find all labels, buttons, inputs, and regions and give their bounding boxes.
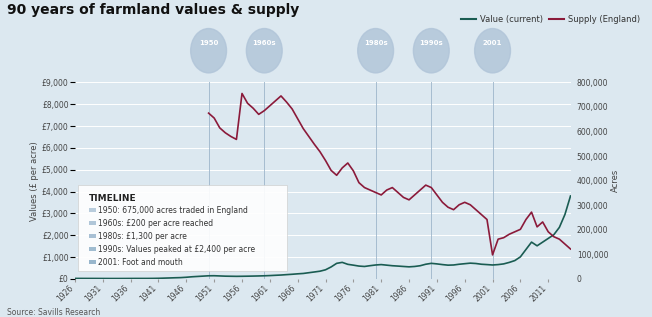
Text: 1990s: Values peaked at £2,400 per acre: 1990s: Values peaked at £2,400 per acre [98, 245, 256, 254]
Y-axis label: Acres: Acres [611, 169, 620, 192]
Text: 1980s: £1,300 per acre: 1980s: £1,300 per acre [98, 232, 187, 241]
Text: 2001: Foot and mouth: 2001: Foot and mouth [98, 258, 183, 267]
Text: TIMELINE: TIMELINE [89, 194, 137, 203]
Text: 1960s: 1960s [252, 40, 276, 46]
Text: Source: Savills Research: Source: Savills Research [7, 308, 100, 317]
Legend: Value (current), Supply (England): Value (current), Supply (England) [458, 12, 643, 28]
Text: 1950: 675,000 acres traded in England: 1950: 675,000 acres traded in England [98, 206, 248, 215]
Text: 90 years of farmland values & supply: 90 years of farmland values & supply [7, 3, 299, 17]
Y-axis label: Values (£ per acre): Values (£ per acre) [30, 141, 39, 221]
Text: 1990s: 1990s [419, 40, 443, 46]
Text: 1960s: £200 per acre reached: 1960s: £200 per acre reached [98, 219, 214, 228]
Text: 1980s: 1980s [364, 40, 387, 46]
Text: 2001: 2001 [483, 40, 502, 46]
Text: 1950: 1950 [199, 40, 218, 46]
